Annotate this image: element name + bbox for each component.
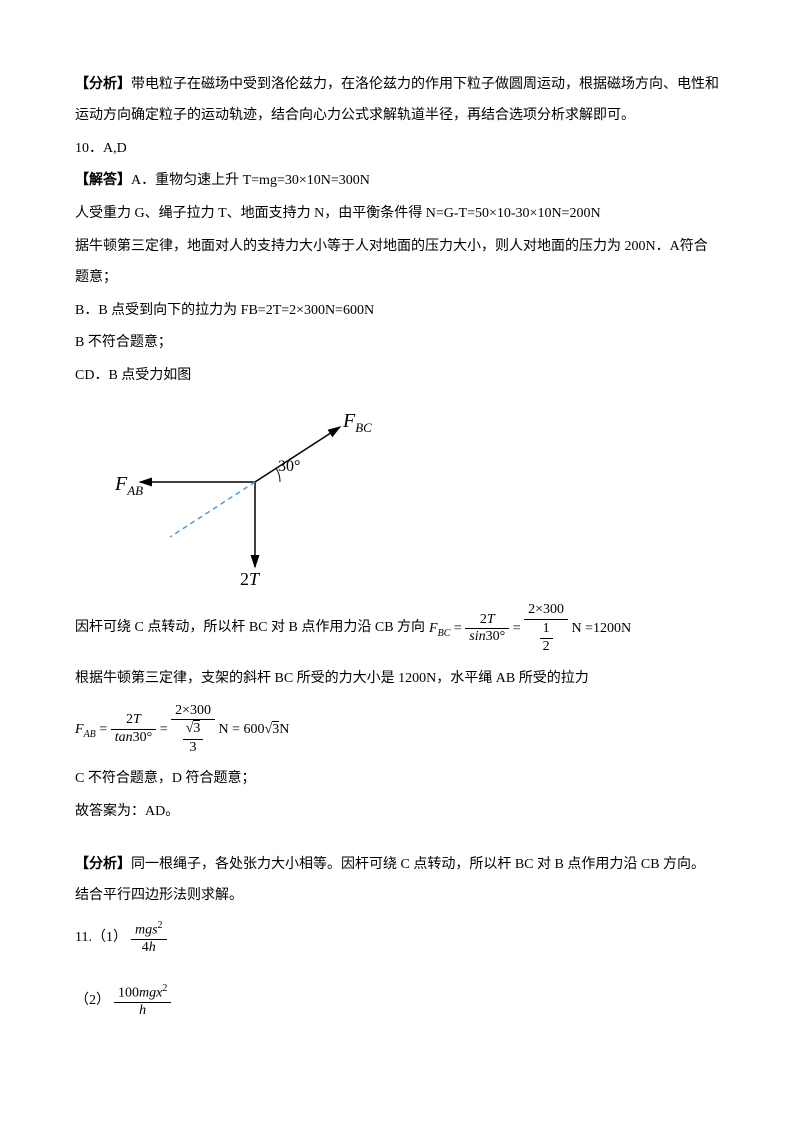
analysis-2-text: 同一根绳子，各处张力大小相等。因杆可绕 C 点转动，所以杆 BC 对 B 点作用…: [75, 857, 705, 903]
answer-line-3: 据牛顿第三定律，地面对人的支持力大小等于人对地面的压力大小，则人对地面的压力为 …: [75, 232, 719, 294]
formula-3: mgs2 4h: [131, 920, 167, 957]
q11-part2-prefix: （2）: [75, 986, 110, 1017]
q11-part1: 11.（1） mgs2 4h: [75, 920, 719, 957]
answer-line-6: CD．B 点受力如图: [75, 361, 719, 392]
formula-4: 100mgx2 h: [114, 983, 171, 1020]
answer-line-1: 【解答】A．重物匀速上升 T=mg=30×10N=300N: [75, 166, 719, 197]
formula-2: FAB = 2T tan30° = 2×300 √3 3 N = 600√3N: [75, 703, 289, 757]
p9-text: 因杆可绕 C 点转动，所以杆 BC 对 B 点作用力沿 CB 方向: [75, 613, 425, 644]
answer-line-2: 人受重力 G、绳子拉力 T、地面支持力 N，由平衡条件得 N=G-T=50×10…: [75, 199, 719, 230]
q11-prefix: 11.（1）: [75, 923, 127, 954]
fbc-label: FBC: [342, 410, 372, 435]
question-number: 10．A,D: [75, 134, 719, 165]
analysis-1: 【分析】带电粒子在磁场中受到洛伦兹力，在洛伦兹力的作用下粒子做圆周运动，根据磁场…: [75, 70, 719, 132]
ft-label: 2T: [240, 569, 261, 587]
analysis-2: 【分析】同一根绳子，各处张力大小相等。因杆可绕 C 点转动，所以杆 BC 对 B…: [75, 850, 719, 912]
analysis-2-prefix: 【分析】: [75, 857, 131, 872]
formula-1: FBC = 2T sin30° = 2×300 1 2 N =1200N: [429, 602, 631, 656]
fab-label: FAB: [115, 473, 143, 498]
answer-line-4: B．B 点受到向下的拉力为 FB=2T=2×300N=600N: [75, 296, 719, 327]
analysis-1-text: 带电粒子在磁场中受到洛伦兹力，在洛伦兹力的作用下粒子做圆周运动，根据磁场方向、电…: [75, 77, 719, 123]
dashed-line: [170, 482, 255, 537]
answer-line-5: B 不符合题意；: [75, 328, 719, 359]
angle-label: 30°: [278, 458, 300, 475]
formula-2-row: FAB = 2T tan30° = 2×300 √3 3 N = 600√3N: [75, 703, 719, 757]
analysis-1-prefix: 【分析】: [75, 77, 131, 92]
force-diagram: FBC FAB 30° 2T: [115, 407, 719, 587]
formula-1-row: 因杆可绕 C 点转动，所以杆 BC 对 B 点作用力沿 CB 方向 FBC = …: [75, 602, 719, 656]
q11-part2: （2） 100mgx2 h: [75, 983, 719, 1020]
p11-text: C 不符合题意，D 符合题意；: [75, 764, 719, 795]
p10-text: 根据牛顿第三定律，支架的斜杆 BC 所受的力大小是 1200N，水平绳 AB 所…: [75, 664, 719, 695]
p12-text: 故答案为：AD。: [75, 797, 719, 828]
diagram-svg: FBC FAB 30° 2T: [115, 407, 375, 587]
answer-prefix: 【解答】: [75, 173, 131, 188]
answer-text-1: A．重物匀速上升 T=mg=30×10N=300N: [131, 173, 370, 188]
